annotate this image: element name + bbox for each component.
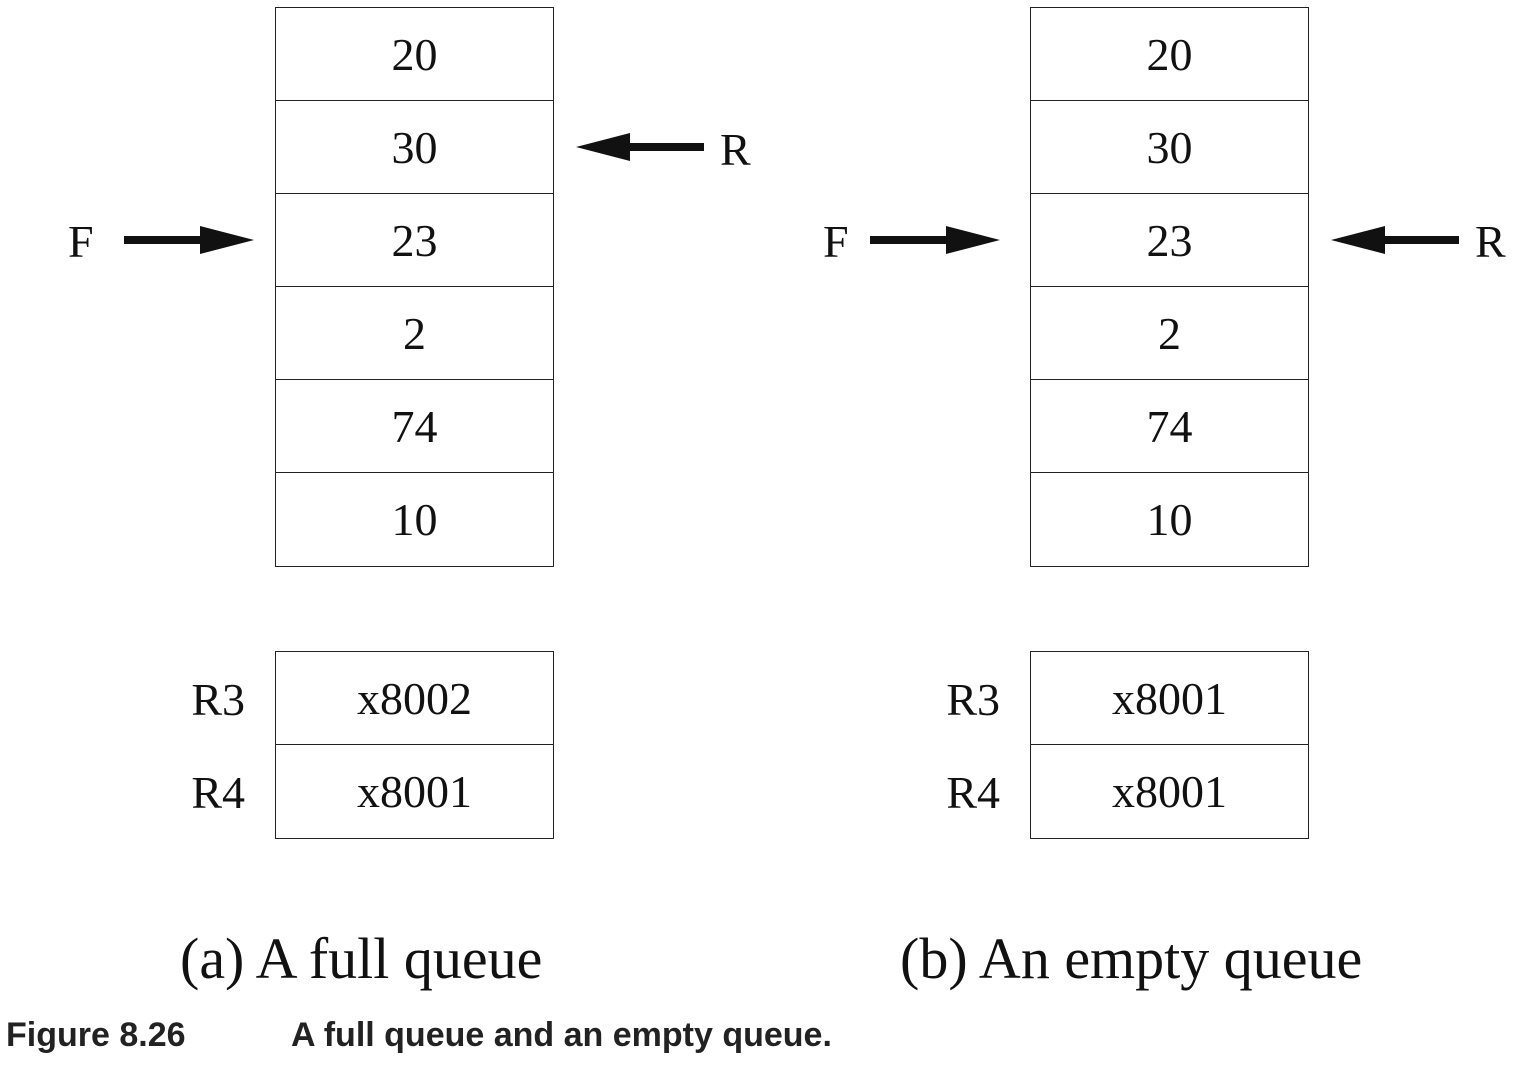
figure-caption: Figure 8.26 A full queue and an empty que… <box>6 1016 832 1055</box>
panel-empty-queue: 20 30 23 2 74 10 F R R3 R4 x8001 x8001 (… <box>755 0 1515 991</box>
figure-title: A full queue and an empty queue. <box>291 1016 832 1054</box>
queue-memory: 20 30 23 2 74 10 <box>1030 7 1309 567</box>
queue-memory: 20 30 23 2 74 10 <box>275 7 554 567</box>
queue-cell: 30 <box>276 101 553 194</box>
register-name-r4: R4 <box>191 767 245 818</box>
queue-cell: 2 <box>276 287 553 380</box>
queue-cell: 23 <box>1031 194 1308 287</box>
register-name-r3: R3 <box>946 674 1000 725</box>
register-value-r4: x8001 <box>357 766 472 817</box>
queue-cell: 2 <box>1031 287 1308 380</box>
front-pointer-label: F <box>68 216 94 267</box>
front-pointer-arrow-icon <box>124 226 254 254</box>
front-pointer-arrow-icon <box>870 226 1000 254</box>
queue-cell: 10 <box>1146 494 1193 545</box>
panel-caption: (b) An empty queue <box>900 926 1363 991</box>
front-pointer-label: F <box>823 216 849 267</box>
queue-cell: 10 <box>391 494 438 545</box>
panel-full-queue: 20 30 23 2 74 10 F R R3 R4 x8002 x8001 (… <box>0 0 760 991</box>
panel-caption: (a) A full queue <box>180 926 543 991</box>
register-value-r3: x8002 <box>276 652 553 745</box>
rear-pointer-arrow-icon <box>576 133 704 161</box>
register-table: x8002 x8001 <box>275 651 554 839</box>
queue-cell: 20 <box>276 8 553 101</box>
queue-cell: 74 <box>276 380 553 473</box>
register-value-r3: x8001 <box>1031 652 1308 745</box>
queue-cell: 20 <box>1031 8 1308 101</box>
rear-pointer-label: R <box>1475 216 1506 267</box>
register-value-r4: x8001 <box>1112 766 1227 817</box>
register-table: x8001 x8001 <box>1030 651 1309 839</box>
register-name-r3: R3 <box>191 674 245 725</box>
queue-cell: 23 <box>276 194 553 287</box>
register-name-r4: R4 <box>946 767 1000 818</box>
rear-pointer-label: R <box>720 124 751 175</box>
queue-cell: 74 <box>1031 380 1308 473</box>
figure-number: Figure 8.26 <box>6 1016 186 1054</box>
queue-cell: 30 <box>1031 101 1308 194</box>
rear-pointer-arrow-icon <box>1331 226 1459 254</box>
